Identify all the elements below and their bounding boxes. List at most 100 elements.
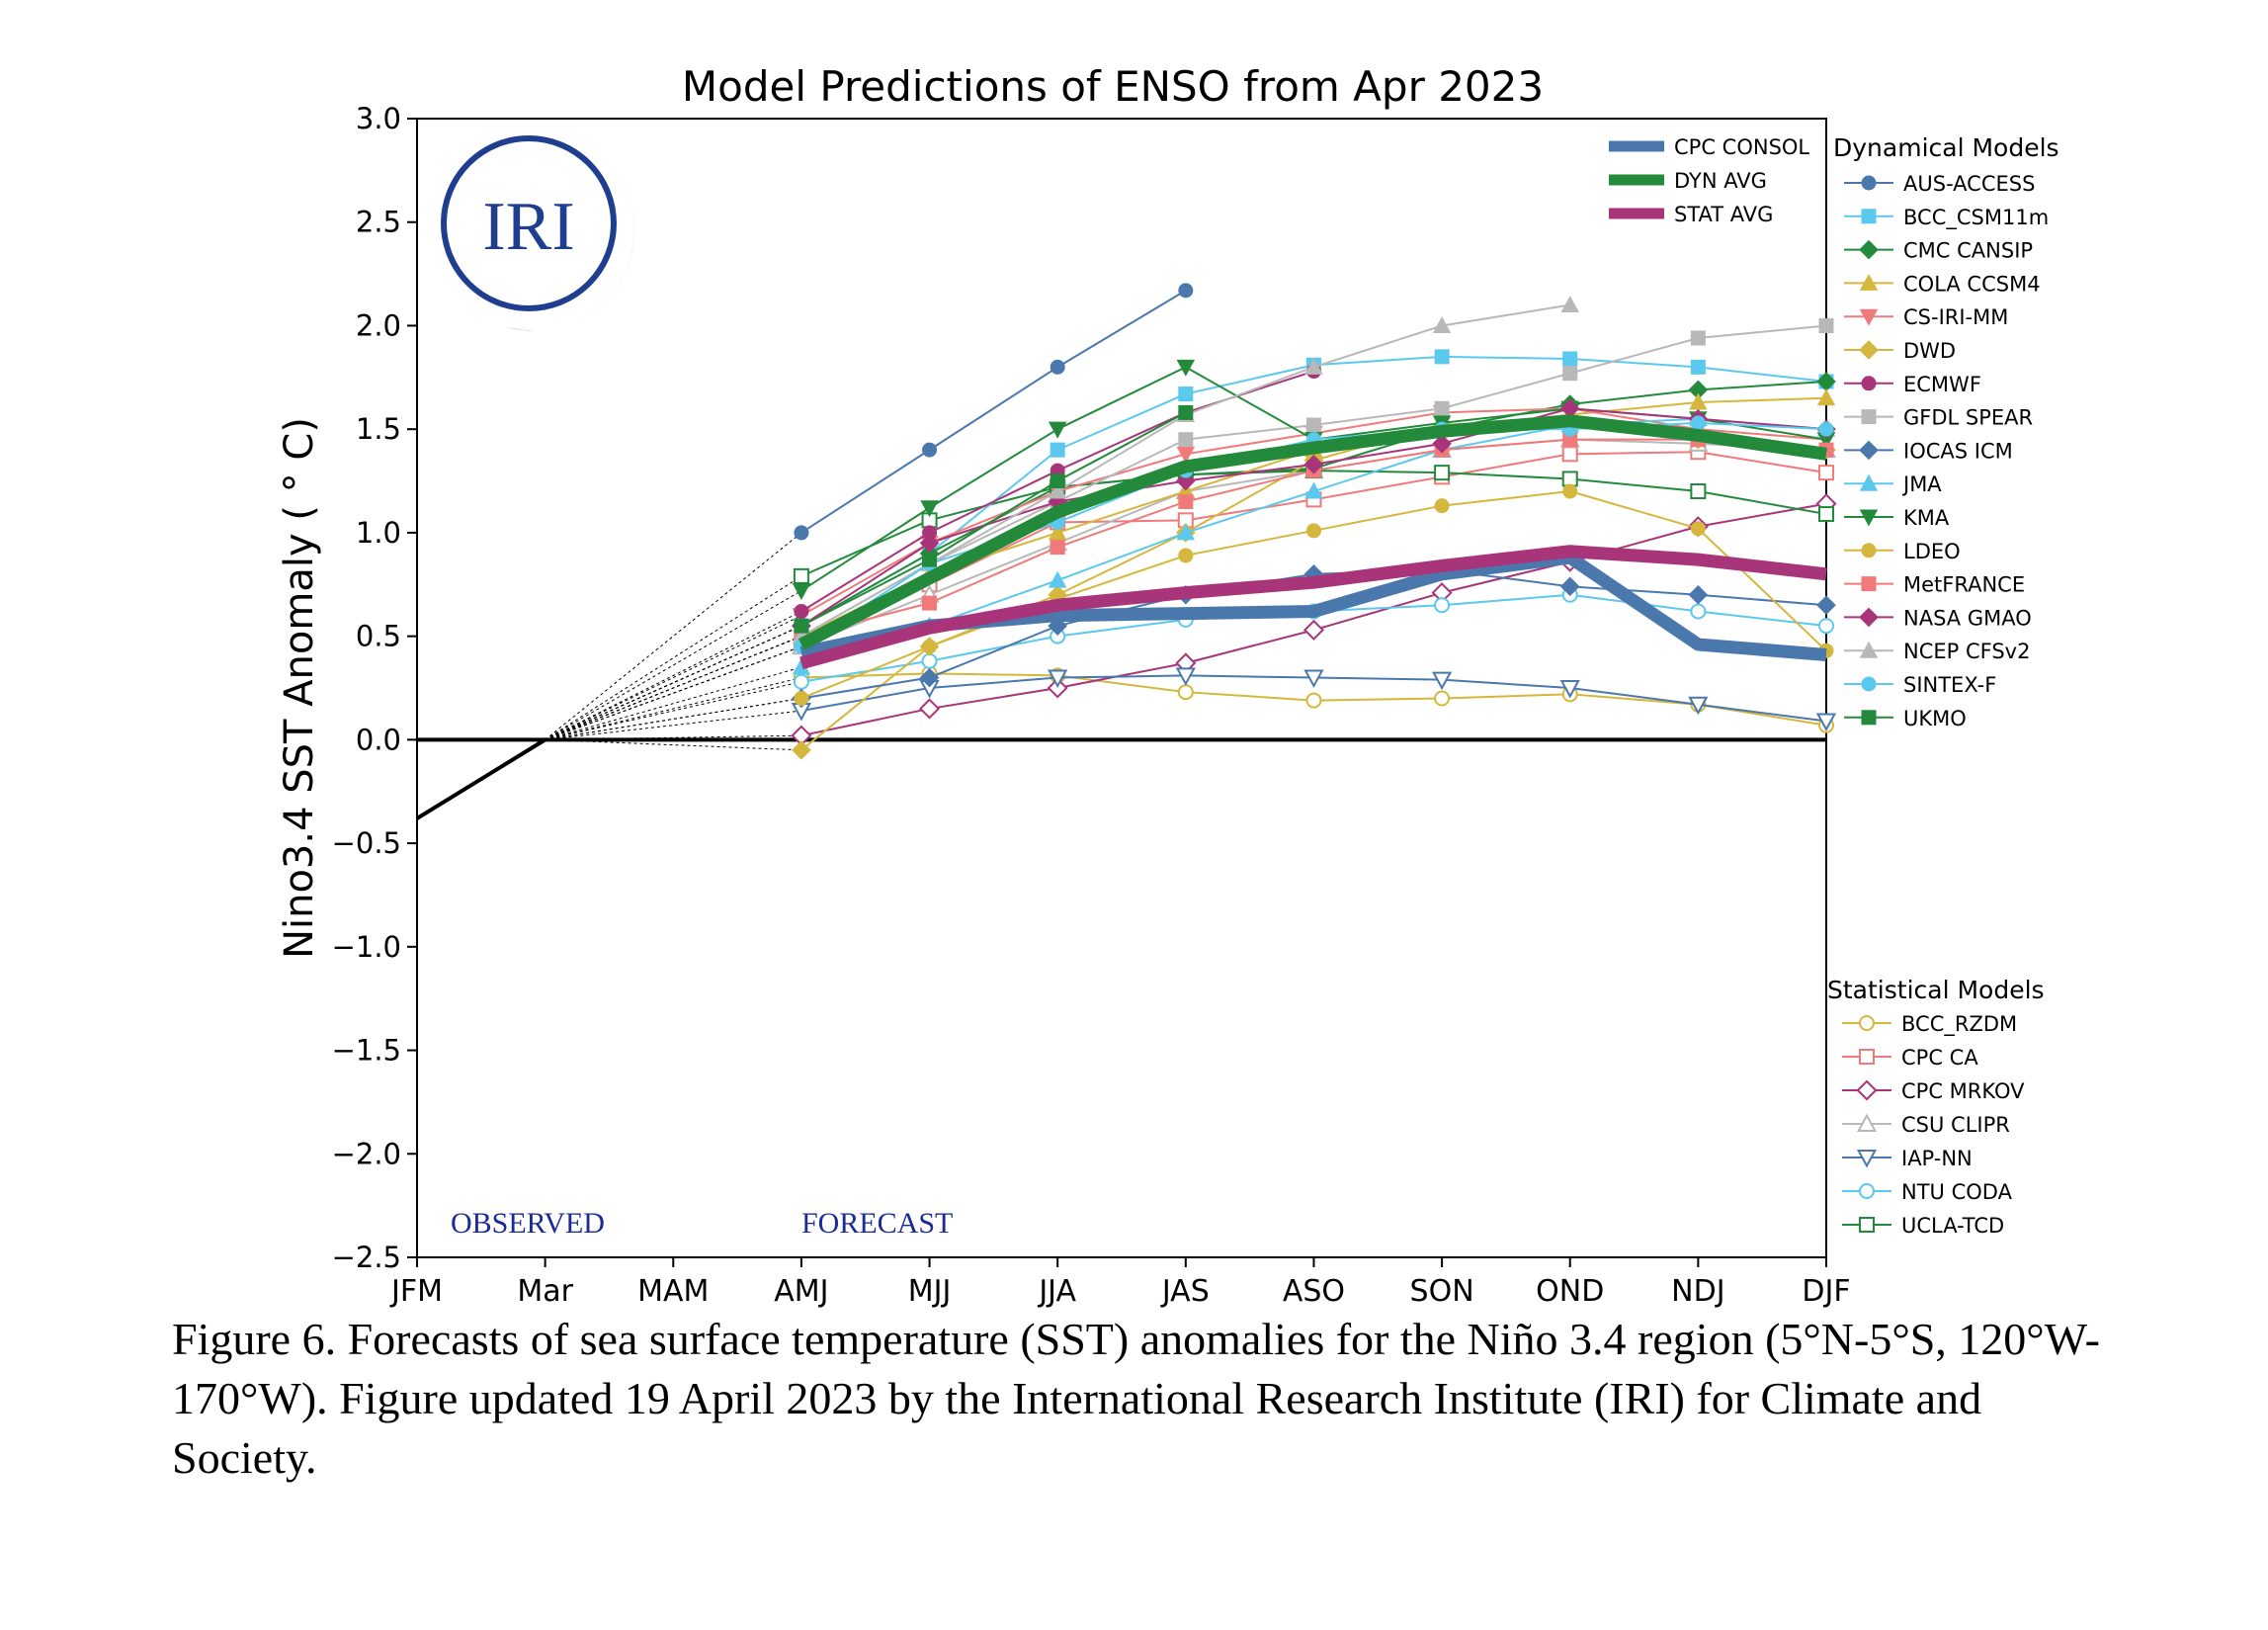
y-tick-label: 3.0	[356, 102, 401, 135]
data-point	[1176, 446, 1196, 464]
x-tick-label: AMJ	[774, 1274, 828, 1309]
data-point	[922, 552, 938, 567]
data-point	[1303, 454, 1324, 474]
legend-marker	[1859, 509, 1879, 527]
connector-ecmwf	[545, 611, 802, 740]
legend-item-ntu-coda: NTU CODA	[1842, 1180, 2013, 1204]
data-point	[1303, 669, 1324, 689]
connector-csu-clipr	[545, 645, 802, 740]
dyn-series-aus-access	[794, 283, 1194, 541]
connector-ukmo	[545, 625, 802, 740]
data-point	[1304, 481, 1323, 499]
legend-label: BCC_RZDM	[1901, 1012, 2017, 1037]
legend-item-aus-access: AUS-ACCESS	[1844, 172, 2035, 196]
data-point	[922, 639, 938, 654]
y-tick-label: −2.0	[332, 1137, 401, 1170]
iri-logo: IRI	[441, 135, 635, 331]
legend-item-nasa-gmao: NASA GMAO	[1844, 606, 2032, 630]
legend-item-kma: KMA	[1844, 506, 1950, 530]
x-tick-label: Mar	[517, 1274, 573, 1309]
data-point	[1178, 432, 1194, 448]
data-point	[1690, 603, 1707, 620]
data-point	[1050, 442, 1065, 458]
observed-label: OBSERVED	[451, 1207, 605, 1240]
data-point	[1690, 483, 1707, 500]
legend-item-csu-clipr: CSU CLIPR	[1842, 1113, 2010, 1137]
legend-marker	[1861, 209, 1877, 224]
legend-item-iap-nn: IAP-NN	[1842, 1147, 1973, 1170]
data-point	[1305, 523, 1321, 539]
data-point	[1818, 317, 1834, 333]
legend-item-cpc-mrkov: CPC MRKOV	[1842, 1079, 2025, 1103]
legend-label: LDEO	[1903, 540, 1961, 563]
legend-marker	[1861, 710, 1877, 726]
legend-item-gfdl-spear: GFDL SPEAR	[1844, 406, 2033, 430]
data-point	[1562, 483, 1578, 499]
y-tick-label: 1.0	[356, 516, 401, 550]
legend-label-cpc-consol: CPC CONSOL	[1674, 135, 1809, 159]
data-point	[794, 618, 809, 634]
legend-label: SINTEX-F	[1903, 673, 1996, 697]
legend-label: NCEP CFSv2	[1903, 640, 2030, 663]
legend-item-cola-ccsm4: COLA CCSM4	[1844, 272, 2041, 296]
legend-item-ecmwf: ECMWF	[1844, 373, 1981, 396]
data-point	[1178, 404, 1194, 420]
legend-item-jma: JMA	[1844, 472, 1942, 496]
data-point	[793, 567, 809, 584]
x-tick-label: SON	[1410, 1274, 1474, 1309]
legend-item-ncep-cfsv2: NCEP CFSv2	[1844, 640, 2030, 663]
data-point	[1175, 667, 1196, 686]
data-point	[1178, 493, 1194, 509]
legend-label: CPC MRKOV	[1901, 1079, 2025, 1103]
legend-marker	[1859, 440, 1879, 461]
period-labels: OBSERVED FORECAST	[451, 1207, 953, 1240]
legend-item-ukmo: UKMO	[1844, 707, 1967, 730]
legend-marker	[1861, 543, 1877, 558]
data-point	[1176, 523, 1196, 541]
data-point	[794, 690, 809, 706]
data-point	[1562, 351, 1578, 367]
legend-marker	[1861, 676, 1877, 692]
data-point	[1434, 498, 1450, 514]
data-point	[793, 673, 809, 690]
axes: JFM Mar MAM AMJ MJJ JJA JAS ASO SON OND NDJ DJF 3.0 2…	[277, 102, 1851, 1309]
data-point	[1561, 471, 1578, 487]
legend-marker	[1861, 376, 1877, 391]
data-point	[1050, 540, 1065, 556]
legend-item-sintex-f: SINTEX-F	[1844, 673, 1996, 697]
data-point	[1048, 523, 1067, 541]
data-point	[1434, 597, 1451, 614]
x-tick-label: JJA	[1037, 1274, 1076, 1309]
x-tick-label: MAM	[637, 1274, 709, 1309]
legend-label: NASA GMAO	[1903, 606, 2032, 630]
legend-item-cmc-cansip: CMC CANSIP	[1844, 239, 2033, 263]
figure-caption: Figure 6. Forecasts of sea surface tempe…	[172, 1314, 2100, 1483]
legend-marker	[1859, 340, 1879, 360]
connector-iap-nn	[545, 710, 801, 740]
x-tick-label: ASO	[1283, 1274, 1345, 1309]
x-tick-label: JFM	[389, 1274, 443, 1309]
legend-label: CPC CA	[1901, 1046, 1978, 1070]
legend-label: NTU CODA	[1901, 1180, 2013, 1204]
y-axis-label: Nino3.4 SST Anomaly ( ° C)	[277, 417, 322, 959]
data-point	[1690, 359, 1706, 375]
legend-item-iocas-icm: IOCAS ICM	[1844, 439, 2013, 463]
data-point	[1690, 415, 1706, 431]
data-point	[1818, 618, 1834, 635]
legend-label: CS-IRI-MM	[1903, 305, 2008, 329]
legend-label-dyn-avg: DYN AVG	[1674, 169, 1767, 193]
legend-label: MetFRANCE	[1903, 573, 2025, 597]
data-point	[1305, 417, 1321, 433]
y-tick-label: 0.5	[356, 620, 401, 653]
stat-series-iap-nn	[791, 667, 1837, 732]
data-point	[1304, 357, 1323, 375]
legend-label: JMA	[1901, 472, 1942, 496]
y-tick-label: −0.5	[332, 826, 401, 860]
legend-label: AUS-ACCESS	[1903, 172, 2035, 196]
data-point	[922, 595, 938, 611]
legend-marker	[1859, 1015, 1875, 1031]
data-point	[792, 583, 811, 601]
chart-title: Model Predictions of ENSO from Apr 2023	[682, 62, 1544, 111]
data-point	[1048, 669, 1068, 689]
